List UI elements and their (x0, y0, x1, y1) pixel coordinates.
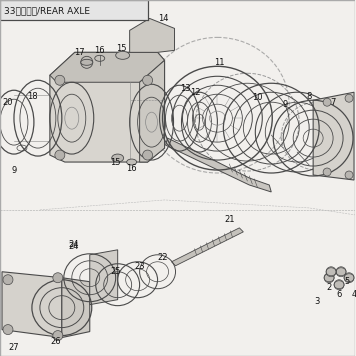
Text: 23: 23 (134, 262, 145, 271)
Ellipse shape (127, 159, 137, 165)
Polygon shape (90, 250, 118, 305)
Text: 7: 7 (330, 98, 336, 107)
Text: 11: 11 (214, 58, 225, 67)
Text: 8: 8 (307, 92, 312, 101)
Text: 15: 15 (110, 158, 121, 167)
Circle shape (345, 94, 353, 102)
Text: 6: 6 (336, 290, 342, 299)
Text: 17: 17 (74, 48, 85, 57)
Circle shape (143, 150, 153, 160)
Text: 22: 22 (157, 253, 168, 262)
Circle shape (55, 75, 65, 85)
Ellipse shape (95, 55, 105, 61)
Bar (0, 0, 148, 20)
Circle shape (323, 168, 331, 176)
Text: 9: 9 (11, 166, 17, 174)
Text: 20: 20 (3, 98, 13, 107)
Circle shape (3, 325, 13, 335)
Text: 27: 27 (9, 343, 19, 352)
Circle shape (53, 273, 63, 283)
Text: 9: 9 (283, 100, 288, 109)
Text: 21: 21 (224, 215, 235, 224)
Circle shape (324, 273, 334, 283)
Text: 12: 12 (190, 88, 201, 97)
Circle shape (143, 75, 153, 85)
Circle shape (3, 275, 13, 285)
Circle shape (345, 171, 353, 179)
Ellipse shape (112, 154, 124, 162)
Circle shape (81, 56, 93, 68)
Circle shape (336, 267, 346, 277)
Text: 3: 3 (314, 297, 320, 306)
Circle shape (334, 280, 344, 290)
Text: 14: 14 (158, 14, 169, 23)
Polygon shape (50, 52, 164, 82)
Circle shape (344, 273, 354, 283)
Text: 16: 16 (126, 163, 137, 173)
Polygon shape (172, 228, 244, 266)
Text: 24: 24 (69, 242, 79, 251)
Polygon shape (62, 278, 90, 337)
Text: 15: 15 (116, 44, 127, 53)
Polygon shape (313, 92, 354, 180)
Text: 5: 5 (345, 277, 350, 286)
Polygon shape (140, 60, 164, 162)
Text: 33后桥总成/REAR AXLE: 33后桥总成/REAR AXLE (4, 6, 90, 15)
Circle shape (55, 150, 65, 160)
Polygon shape (130, 19, 174, 52)
Text: 2: 2 (326, 283, 332, 292)
Ellipse shape (81, 59, 93, 65)
Text: 26: 26 (51, 337, 61, 346)
Ellipse shape (116, 51, 130, 59)
Circle shape (323, 98, 331, 106)
Text: 25: 25 (110, 267, 121, 276)
Circle shape (326, 267, 336, 277)
Polygon shape (166, 138, 271, 192)
Text: 13: 13 (180, 84, 191, 93)
Text: 18: 18 (27, 92, 37, 101)
Text: 10: 10 (252, 93, 263, 102)
Text: 24: 24 (69, 240, 79, 249)
Polygon shape (50, 52, 164, 162)
Text: 16: 16 (94, 46, 105, 55)
Text: 4: 4 (351, 290, 356, 299)
Circle shape (53, 331, 63, 341)
Polygon shape (2, 272, 62, 337)
